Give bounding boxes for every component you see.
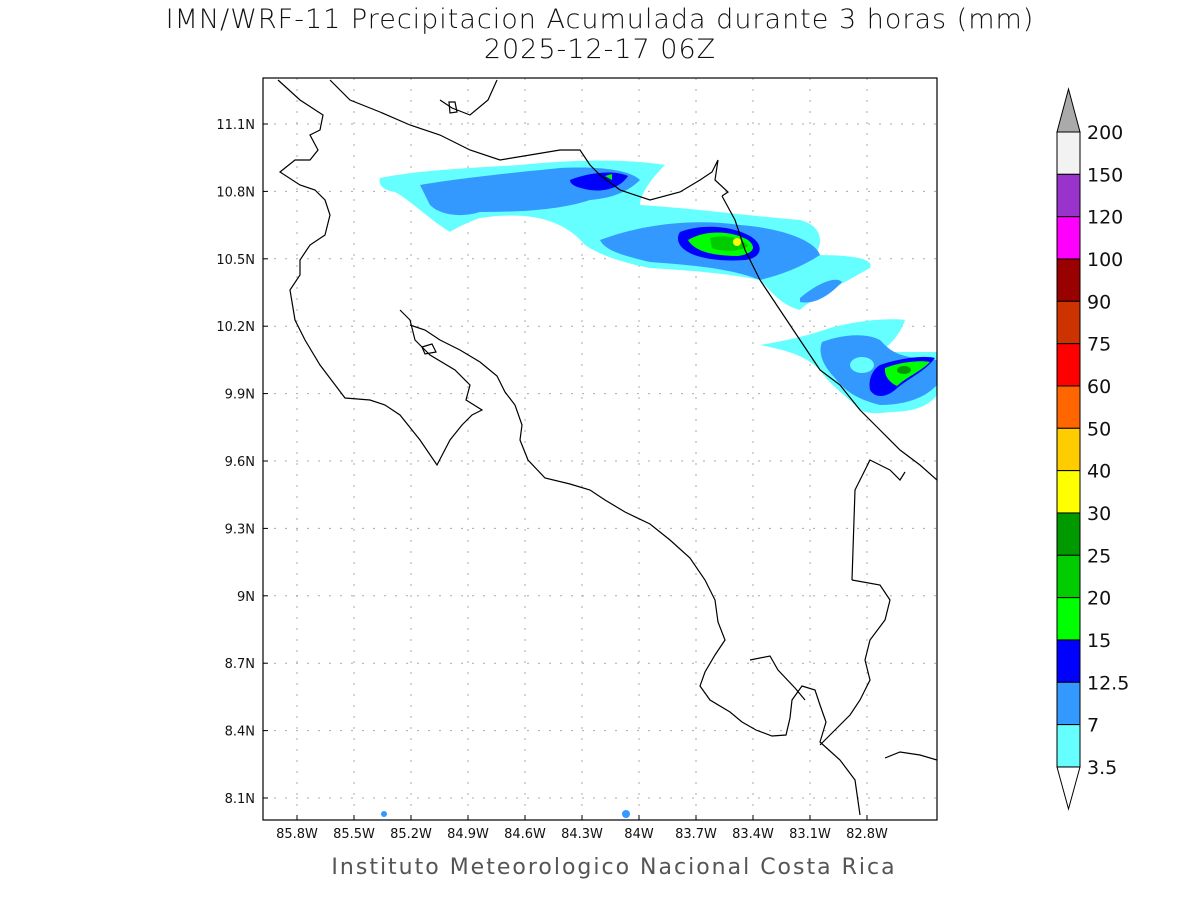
- colorbar-box: [1056, 681, 1081, 726]
- colorbar-box: [1056, 258, 1081, 302]
- footer-credit: Instituto Meteorologico Nacional Costa R…: [331, 855, 897, 880]
- lon-tick-label: 83.7W: [675, 827, 717, 842]
- colorbar-level-label: 100: [1087, 249, 1123, 271]
- panama-coast: [884, 751, 937, 761]
- axis-ticks: 85.8W 85.5W 85.2W 84.9W 84.6W 84.3W 84W 83.7W 83…: [216, 118, 888, 842]
- colorbar-box: [1056, 216, 1081, 260]
- island: [448, 101, 458, 114]
- colorbar-box: [1056, 597, 1081, 641]
- colorbar-under-triangle: [1056, 766, 1081, 811]
- colorbar-level-label: 15: [1087, 630, 1111, 652]
- lat-tick-label: 10.8N: [216, 185, 255, 200]
- island: [421, 343, 437, 355]
- precip-15: [605, 174, 753, 256]
- lake-shore: [439, 79, 498, 116]
- lon-tick-label: 82.8W: [846, 827, 888, 842]
- colorbar-level-label: 50: [1087, 418, 1111, 440]
- precip-25: [897, 366, 911, 374]
- colorbar-box: [1056, 724, 1081, 768]
- colorbar-box: [1056, 385, 1081, 429]
- lat-tick-label: 8.1N: [225, 792, 255, 807]
- lon-tick-label: 84.9W: [447, 827, 489, 842]
- lat-tick-label: 9.9N: [225, 388, 255, 403]
- panama-border: [851, 459, 906, 581]
- colorbar-box: [1056, 639, 1081, 683]
- colorbar-level-label: 60: [1087, 376, 1111, 398]
- caribbean-coastline: [721, 195, 937, 481]
- precip-12.5: [622, 810, 630, 818]
- coastlines-and-borders: [277, 79, 937, 816]
- lat-tick-label: 9.3N: [225, 522, 255, 537]
- gulf-nicoya-coast: [409, 324, 861, 816]
- colorbar-level-label: 200: [1087, 122, 1123, 144]
- precip-7: [381, 811, 387, 817]
- osa-peninsula-coast: [749, 655, 806, 701]
- colorbar-box: [1056, 554, 1081, 599]
- lat-tick-label: 9N: [237, 590, 255, 605]
- colorbar-level-label: 40: [1087, 461, 1111, 483]
- colorbar-level-label: 20: [1087, 588, 1111, 610]
- colorbar-box: [1056, 300, 1081, 345]
- map-frame: [262, 77, 938, 821]
- colorbar-level-label: 75: [1087, 334, 1111, 356]
- lon-tick-label: 85.8W: [276, 827, 318, 842]
- lon-tick-label: 84.3W: [561, 827, 603, 842]
- lon-tick-label: 85.5W: [333, 827, 375, 842]
- colorbar-level-label: 30: [1087, 503, 1111, 525]
- map-title: IMN/WRF-11 Precipitacion Acumulada duran…: [165, 4, 1035, 35]
- panama-border-south: [819, 579, 891, 746]
- lon-tick-label: 83.4W: [732, 827, 774, 842]
- colorbar-level-label: 7: [1087, 715, 1099, 737]
- lat-tick-label: 10.2N: [216, 320, 255, 335]
- colorbar-level-label: 12.5: [1087, 672, 1129, 694]
- colorbar-over-triangle: [1056, 87, 1081, 133]
- lon-tick-label: 85.2W: [390, 827, 432, 842]
- precip-7: [420, 167, 842, 303]
- lat-tick-label: 8.4N: [225, 725, 255, 740]
- precip-30: [733, 238, 741, 246]
- colorbar-level-label: 150: [1087, 164, 1123, 186]
- colorbar-level-label: 90: [1087, 291, 1111, 313]
- precip-15: [884, 361, 930, 386]
- lon-tick-label: 84.6W: [504, 827, 546, 842]
- map-valid-time: 2025-12-17 06Z: [483, 34, 717, 65]
- colorbar-box: [1056, 470, 1081, 514]
- lat-tick-label: 9.6N: [225, 455, 255, 470]
- colorbar-level-label: 3.5: [1087, 757, 1117, 779]
- colorbar-box: [1056, 131, 1081, 175]
- colorbar-box: [1056, 343, 1081, 387]
- lat-tick-label: 8.7N: [225, 657, 255, 672]
- lon-tick-label: 83.1W: [789, 827, 831, 842]
- nicaragua-border: [329, 79, 729, 201]
- colorbar-level-label: 25: [1087, 545, 1111, 567]
- colorbar-box: [1056, 427, 1081, 472]
- precipitation-field: [379, 160, 937, 818]
- colorbar: 200 150 120 100 90 75 60 50 40 30 25 20 15 12.5 7 3.5: [1056, 87, 1129, 811]
- colorbar-box: [1056, 512, 1081, 556]
- colorbar-box: [1056, 173, 1081, 218]
- lon-tick-label: 84W: [624, 827, 654, 842]
- lat-tick-label: 11.1N: [216, 118, 255, 133]
- precip-3.5: [850, 357, 874, 373]
- pacific-coastline: [277, 79, 484, 467]
- lat-tick-label: 10.5N: [216, 253, 255, 268]
- colorbar-level-label: 120: [1087, 207, 1123, 229]
